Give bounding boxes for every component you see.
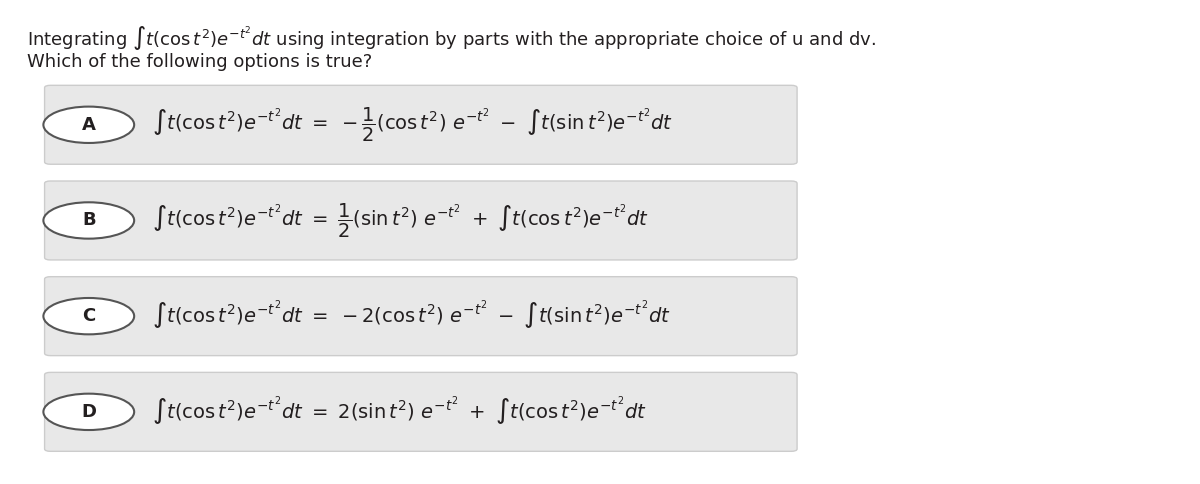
Text: D: D (82, 403, 96, 421)
Text: Which of the following options is true?: Which of the following options is true? (26, 53, 372, 71)
Circle shape (43, 298, 134, 334)
Text: $\int t(\cos t^2)e^{-t^2}dt \ = \ -2(\cos t^2)\ e^{-t^2} \ - \ \int t(\sin t^2)e: $\int t(\cos t^2)e^{-t^2}dt \ = \ -2(\co… (152, 300, 671, 332)
Text: $\int t(\cos t^2)e^{-t^2}dt \ = \ -\dfrac{1}{2}(\cos t^2)\ e^{-t^2} \ - \ \int t: $\int t(\cos t^2)e^{-t^2}dt \ = \ -\dfra… (152, 106, 673, 144)
Circle shape (43, 106, 134, 143)
Text: $\int t(\cos t^2)e^{-t^2}dt \ = \ 2(\sin t^2)\ e^{-t^2} \ + \ \int t(\cos t^2)e^: $\int t(\cos t^2)e^{-t^2}dt \ = \ 2(\sin… (152, 396, 647, 428)
Text: Integrating $\int t(\cos t^2)e^{-t^2}dt$ using integration by parts with the app: Integrating $\int t(\cos t^2)e^{-t^2}dt$… (26, 24, 876, 52)
FancyBboxPatch shape (44, 372, 797, 451)
Text: $\int t(\cos t^2)e^{-t^2}dt \ = \ \dfrac{1}{2}(\sin t^2)\ e^{-t^2} \ + \ \int t(: $\int t(\cos t^2)e^{-t^2}dt \ = \ \dfrac… (152, 201, 649, 240)
Text: B: B (82, 212, 96, 229)
Text: A: A (82, 116, 96, 134)
FancyBboxPatch shape (44, 85, 797, 164)
Circle shape (43, 202, 134, 239)
FancyBboxPatch shape (44, 277, 797, 356)
FancyBboxPatch shape (44, 181, 797, 260)
Text: C: C (82, 307, 96, 325)
Circle shape (43, 393, 134, 430)
